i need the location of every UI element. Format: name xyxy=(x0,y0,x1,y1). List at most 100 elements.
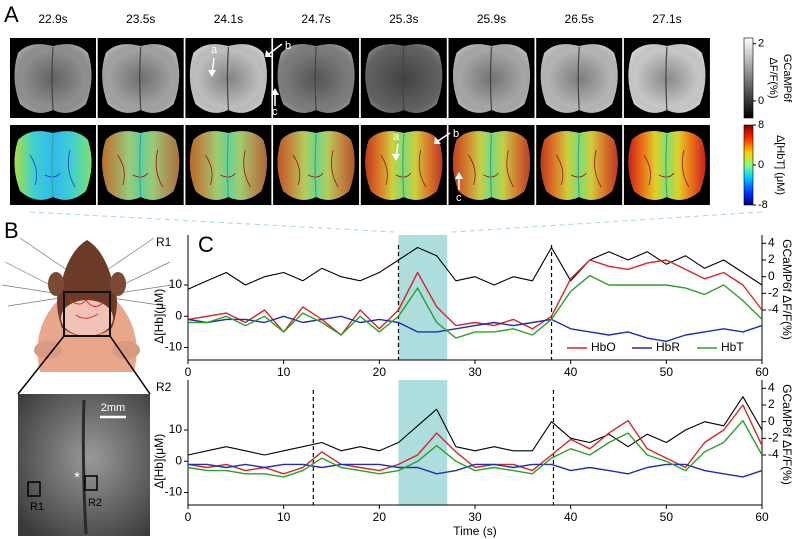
x-tick-label: 20 xyxy=(373,365,387,379)
brain-warm xyxy=(189,131,267,200)
y-axis-label: Δ[Hb](μM) xyxy=(152,289,166,344)
brain-image xyxy=(189,131,267,200)
midline xyxy=(402,133,405,198)
midline xyxy=(489,46,493,111)
y2-tick-label: 0 xyxy=(768,414,775,428)
panel-label: A xyxy=(4,2,19,27)
y2-tick-label: -2 xyxy=(768,286,779,300)
y2-tick-label: 0 xyxy=(768,269,775,283)
vessels xyxy=(380,149,427,188)
midline xyxy=(489,133,493,198)
y-tick-label: 0 xyxy=(175,308,182,322)
y-axis-label: Δ[Hb](μM) xyxy=(152,434,166,489)
vessels xyxy=(29,149,76,188)
x-tick-label: 40 xyxy=(564,365,578,379)
x-tick-label: 10 xyxy=(277,510,291,524)
vessels xyxy=(205,149,251,188)
midline xyxy=(402,46,405,111)
brain-shade xyxy=(628,44,706,113)
x-axis-label: Time (s) xyxy=(453,524,497,538)
brain-warm xyxy=(628,131,706,200)
brain-image xyxy=(189,44,267,113)
x-tick-label: 50 xyxy=(660,510,674,524)
brain xyxy=(14,131,92,200)
x-tick-label: 50 xyxy=(660,365,674,379)
brain-image xyxy=(628,131,706,200)
connector xyxy=(29,211,396,233)
frame-time: 23.5s xyxy=(126,12,155,26)
y2-tick-label: -4 xyxy=(768,447,779,461)
series-line xyxy=(187,404,763,475)
x-tick-label: 0 xyxy=(185,510,192,524)
brain-warm xyxy=(452,131,531,200)
midline xyxy=(314,46,317,111)
frame-time: 27.1s xyxy=(652,12,681,26)
brain-warm xyxy=(102,131,180,200)
brain-image xyxy=(540,131,618,200)
arrow-label: c xyxy=(272,106,278,118)
vessels xyxy=(292,149,339,188)
midline xyxy=(577,46,580,111)
chart-title: R2 xyxy=(156,380,172,394)
midline xyxy=(81,399,88,535)
brain-image xyxy=(277,44,355,113)
frame-time: 25.9s xyxy=(477,12,506,26)
legend-label: HbT xyxy=(721,340,744,354)
midline xyxy=(314,133,317,198)
y-tick-label: -10 xyxy=(165,340,183,354)
arrow-label: b xyxy=(285,40,291,52)
brain-warm xyxy=(365,131,443,200)
scale-label: 2mm xyxy=(101,402,125,414)
mouse-illustration xyxy=(1,237,173,395)
colorbar-label: GCaMP6f xyxy=(781,54,793,103)
x-tick-label: 40 xyxy=(564,510,578,524)
frame-time: 22.9s xyxy=(38,12,67,26)
series-line xyxy=(187,315,763,342)
brain-warm xyxy=(540,131,618,200)
x-tick-label: 30 xyxy=(468,365,482,379)
arrows xyxy=(208,43,463,190)
colorbar-tick-label: -8 xyxy=(758,199,768,211)
midline xyxy=(577,133,580,198)
frame-time: 26.5s xyxy=(565,12,594,26)
frame-time: 25.3s xyxy=(389,12,418,26)
midline xyxy=(665,46,668,111)
brain-image xyxy=(102,44,180,113)
y2-axis-label: GCaMP6f ΔF/F(%) xyxy=(780,239,794,340)
series-line xyxy=(188,274,763,339)
series-line xyxy=(187,246,763,290)
y2-tick-label: -2 xyxy=(768,431,779,445)
x-tick-label: 0 xyxy=(185,365,192,379)
x-tick-label: 60 xyxy=(755,510,769,524)
y2-axis-label: GCaMP6f ΔF/F(%) xyxy=(780,384,794,485)
x-tick-label: 30 xyxy=(468,510,482,524)
brain-shade xyxy=(189,44,267,113)
midline xyxy=(226,133,229,198)
colorbar-tick-label: 0 xyxy=(758,159,764,171)
frame-time: 24.1s xyxy=(214,12,243,26)
brain-shade xyxy=(277,44,355,113)
series-line xyxy=(188,463,763,478)
vessels xyxy=(117,149,164,188)
midline xyxy=(51,46,54,111)
roi-box xyxy=(84,475,98,491)
vessels xyxy=(555,149,602,188)
y-tick-label: 10 xyxy=(169,422,183,436)
arrow-label: c xyxy=(456,192,462,204)
colorbar-label: Δ[HbT] (μM) xyxy=(774,135,786,195)
arrow-label: a xyxy=(393,131,400,143)
brain-shade xyxy=(102,44,180,113)
y-tick-label: 0 xyxy=(175,453,182,467)
vessels xyxy=(468,149,514,188)
midline xyxy=(665,133,668,198)
vessels xyxy=(643,149,690,188)
series-line xyxy=(187,396,763,456)
brain-shade xyxy=(540,44,618,113)
series-line xyxy=(187,419,763,478)
midline xyxy=(51,133,54,198)
brain-image xyxy=(102,131,180,200)
chart-title: R1 xyxy=(156,235,172,249)
brain-image xyxy=(628,44,706,113)
